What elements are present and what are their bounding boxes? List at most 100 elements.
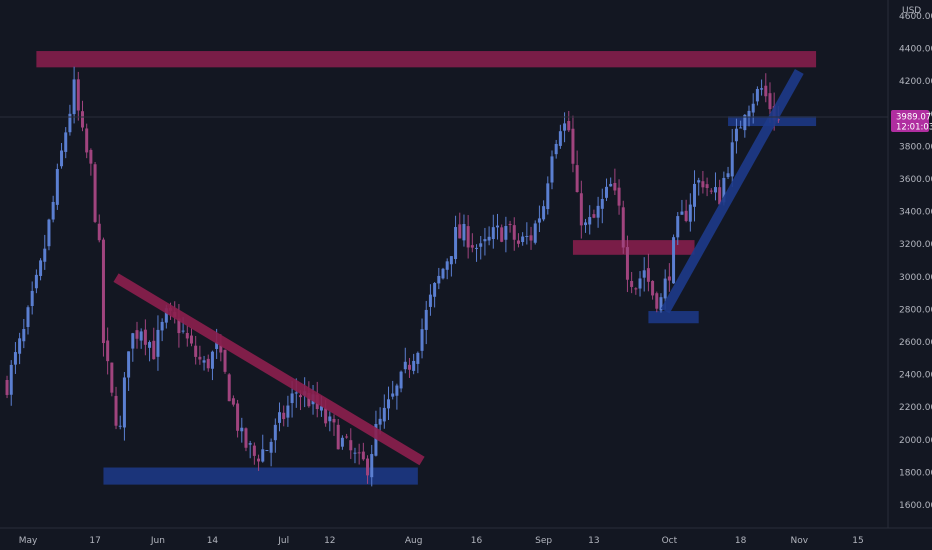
candle-body bbox=[588, 217, 592, 225]
candle-body bbox=[713, 187, 717, 193]
x-tick-label: Jul bbox=[277, 536, 289, 546]
x-tick-label: Nov bbox=[791, 536, 809, 546]
candle-body bbox=[194, 345, 198, 357]
x-tick-label: 13 bbox=[588, 536, 599, 546]
candle-body bbox=[621, 207, 625, 248]
candle-body bbox=[567, 121, 571, 131]
candle-body bbox=[739, 127, 743, 129]
candle-body bbox=[449, 256, 453, 265]
candle-body bbox=[47, 219, 51, 247]
candle-body bbox=[198, 356, 202, 360]
candle-body bbox=[236, 403, 240, 431]
candle-body bbox=[290, 393, 294, 404]
x-tick-label: Aug bbox=[405, 536, 423, 546]
candle-body bbox=[684, 210, 688, 222]
candle-body bbox=[97, 223, 101, 241]
x-tick-label: 12 bbox=[324, 536, 335, 546]
candle-body bbox=[646, 268, 650, 282]
candle-body bbox=[64, 132, 68, 152]
currency-label: USD bbox=[902, 6, 921, 16]
candle-body bbox=[387, 399, 391, 409]
candle-body bbox=[244, 428, 248, 448]
candle-body bbox=[760, 88, 764, 90]
candle-body bbox=[181, 330, 185, 332]
candle-body bbox=[378, 418, 382, 425]
candle-body bbox=[462, 223, 466, 241]
candle-body bbox=[148, 342, 152, 348]
candle-body bbox=[521, 236, 525, 242]
candle-body bbox=[537, 218, 541, 223]
candle-body bbox=[336, 424, 340, 450]
candle-body bbox=[751, 103, 755, 113]
candle-body bbox=[441, 268, 445, 279]
y-tick-label: 1800.00 bbox=[899, 468, 932, 478]
candle-body bbox=[672, 237, 676, 284]
candle-body bbox=[231, 398, 235, 405]
candle-body bbox=[571, 128, 575, 164]
candle-body bbox=[227, 374, 231, 402]
x-tick-label: Oct bbox=[662, 536, 678, 546]
candle-body bbox=[370, 454, 374, 478]
candle-body bbox=[579, 193, 583, 226]
candle-body bbox=[697, 180, 701, 183]
x-tick-label: Jun bbox=[150, 536, 165, 546]
candle-body bbox=[416, 352, 420, 364]
candle-body bbox=[433, 282, 437, 297]
candle-body bbox=[512, 225, 516, 240]
resistance-trendline bbox=[113, 273, 425, 466]
x-tick-label: May bbox=[19, 536, 38, 546]
candle-body bbox=[726, 173, 730, 178]
candle-body bbox=[177, 318, 181, 334]
candle-body bbox=[76, 79, 80, 111]
candle-body bbox=[248, 443, 252, 445]
candle-body bbox=[353, 452, 357, 454]
y-tick-label: 2400.00 bbox=[899, 371, 932, 381]
candle-body bbox=[709, 190, 713, 192]
y-tick-label: 4600.00 bbox=[899, 12, 932, 22]
candle-body bbox=[604, 186, 608, 198]
candle-body bbox=[257, 458, 261, 462]
time-axis[interactable]: May 17 Jun 14 Jul 12 Aug 16 Sep 13 Oct 18 Nov 15 bbox=[19, 536, 864, 546]
candle-body bbox=[764, 85, 768, 97]
candle-body bbox=[106, 340, 110, 362]
candle-body bbox=[563, 123, 567, 131]
candle-body bbox=[776, 119, 780, 121]
candle-body bbox=[412, 360, 416, 371]
candle-body bbox=[747, 110, 751, 117]
price-axis[interactable]: USD 4600.004400.004200.004000.003800.003… bbox=[899, 6, 932, 511]
y-tick-label: 2800.00 bbox=[899, 305, 932, 315]
y-tick-label: 3000.00 bbox=[899, 273, 932, 283]
candle-body bbox=[282, 412, 286, 420]
candle-body bbox=[533, 223, 537, 243]
candle-body bbox=[659, 297, 663, 311]
candle-body bbox=[693, 183, 697, 207]
y-tick-label: 3200.00 bbox=[899, 240, 932, 250]
candle-body bbox=[554, 143, 558, 155]
candle-body bbox=[500, 227, 504, 242]
candle-body bbox=[508, 223, 512, 225]
candle-body bbox=[525, 235, 529, 237]
candle-body bbox=[722, 177, 726, 203]
candle-body bbox=[202, 360, 206, 363]
candle-body bbox=[13, 352, 17, 365]
candle-body bbox=[60, 150, 64, 167]
candle-body bbox=[667, 276, 671, 281]
candle-body bbox=[454, 227, 458, 260]
support-trendline bbox=[660, 68, 804, 314]
candle-body bbox=[676, 216, 680, 238]
resistance-zone bbox=[36, 51, 817, 68]
candle-body bbox=[51, 201, 55, 220]
support-zone bbox=[648, 311, 699, 324]
x-tick-label: Sep bbox=[535, 536, 552, 546]
candle-body bbox=[395, 385, 399, 396]
candle-body bbox=[592, 214, 596, 218]
candle-body bbox=[118, 425, 122, 427]
candle-body bbox=[269, 441, 273, 453]
candle-body bbox=[600, 199, 604, 209]
candle-body bbox=[319, 406, 323, 411]
candle-body bbox=[655, 293, 659, 309]
candle-body bbox=[625, 247, 629, 280]
candle-body bbox=[324, 408, 328, 424]
